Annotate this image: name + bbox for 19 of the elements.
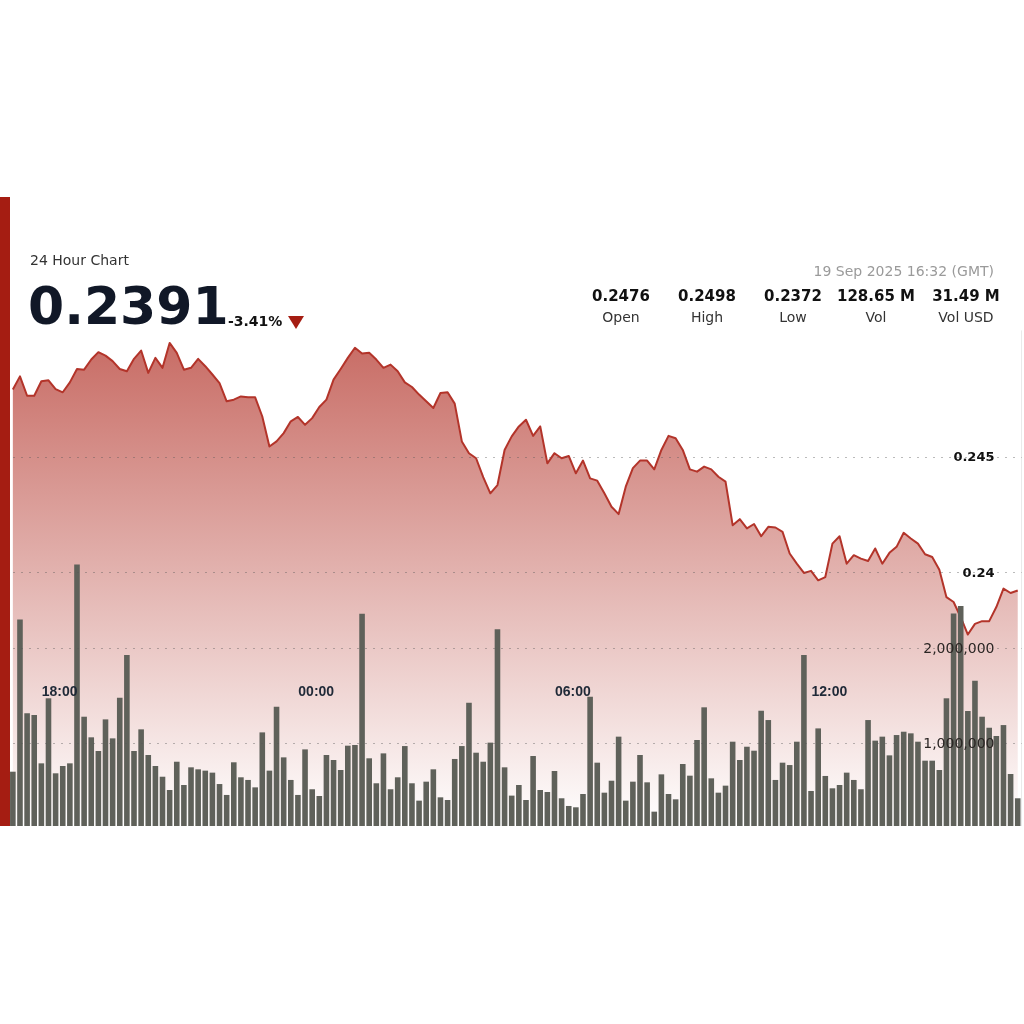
text: High <box>689 309 725 325</box>
text: -3.41% <box>228 313 283 329</box>
text: Low <box>778 309 808 325</box>
text: 0.2372 <box>763 287 823 305</box>
text: Vol <box>864 309 888 325</box>
chart-subtitle: 24 Hour Chart <box>30 252 129 268</box>
annotation: 0.2391 <box>28 276 229 336</box>
text: 0.2476 <box>591 287 651 305</box>
text: Open <box>601 309 641 325</box>
x-tick-label: 06:00 <box>554 682 591 699</box>
x-tick-label: 00:00 <box>298 682 335 699</box>
text: Vol USD <box>937 309 995 325</box>
text: 128.65 M <box>835 287 916 305</box>
y-tick-label: 0.245 <box>953 449 995 465</box>
y-tick-label: 0.24 <box>962 564 995 580</box>
x-tick-label: 12:00 <box>811 682 848 699</box>
text: 0.2498 <box>677 287 737 305</box>
text: 19 Sep 2025 16:32 (GMT) <box>813 263 994 279</box>
text: 31.49 M <box>931 287 1001 305</box>
